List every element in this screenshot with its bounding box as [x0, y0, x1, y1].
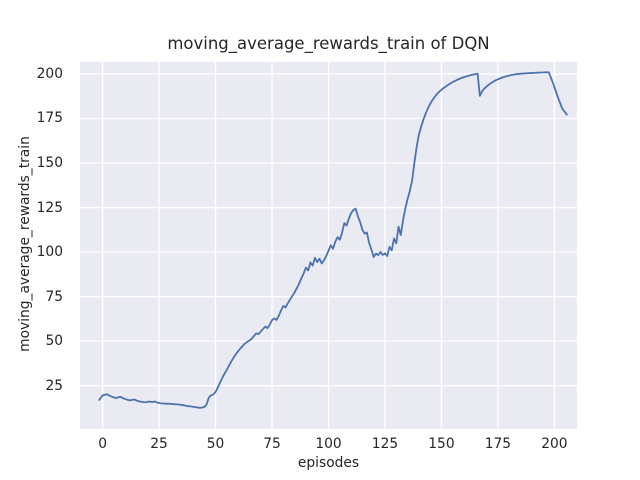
x-tick-label: 50	[206, 436, 225, 452]
x-tick-label: 150	[428, 436, 455, 452]
plot-area	[80, 62, 577, 429]
chart-title: moving_average_rewards_train of DQN	[167, 34, 490, 53]
x-tick-label: 100	[315, 436, 342, 452]
x-tick-label: 125	[371, 436, 399, 452]
x-tick-label: 200	[541, 436, 568, 452]
y-tick-label: 125	[36, 199, 63, 216]
y-tick-label: 25	[45, 377, 63, 394]
y-tick-label: 75	[45, 288, 63, 305]
x-axis-label: episodes	[297, 455, 360, 471]
y-tick-label: 200	[36, 65, 63, 82]
y-tick-label: 100	[36, 244, 63, 261]
y-tick-label: 150	[36, 155, 63, 171]
x-tick-label: 0	[98, 436, 107, 452]
y-tick-label: 50	[45, 333, 63, 350]
line-series	[98, 71, 568, 409]
x-tick-label: 25	[150, 436, 168, 452]
x-tick-label: 75	[263, 436, 281, 452]
y-tick-label: 175	[36, 110, 63, 127]
x-tick-label: 175	[484, 436, 512, 452]
line-chart-svg	[80, 62, 577, 429]
